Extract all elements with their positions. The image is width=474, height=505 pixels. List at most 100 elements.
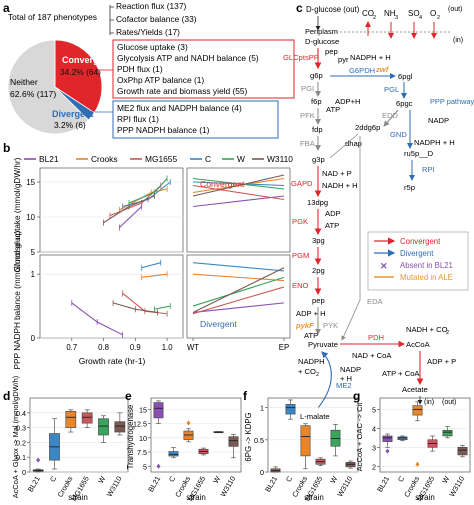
out-label-bottom: (out) bbox=[442, 399, 456, 406]
panel-d: d AcCoA + Glyox -> Mal (mmol/gDW/h) stra… bbox=[3, 376, 129, 503]
neither-label: Neither bbox=[10, 77, 38, 87]
svg-text:CO: CO bbox=[362, 9, 374, 18]
x-tick-label-w: W bbox=[440, 474, 451, 485]
glucose-out: D-glucose (out) bbox=[306, 5, 360, 14]
panel-label-g: g bbox=[353, 389, 360, 403]
lmalate: L-malate bbox=[300, 412, 330, 421]
sixpgc: 6pgc bbox=[396, 99, 413, 108]
panel-g-ylabel: AcCoA + OAC -> Cit bbox=[355, 402, 364, 472]
series-line-crooks bbox=[192, 273, 285, 282]
y-tick-label: 15 bbox=[139, 405, 147, 414]
me2-label: ME2 bbox=[336, 381, 352, 390]
y-tick-label: 0.3 bbox=[16, 424, 26, 433]
panel-c-legend-box bbox=[367, 231, 469, 291]
outlier-bl21 bbox=[385, 448, 390, 454]
box-bl21 bbox=[382, 435, 393, 442]
panel-f-xlabel: strain bbox=[304, 493, 324, 502]
dhap: dhap bbox=[345, 139, 362, 148]
outlier-crooks bbox=[415, 461, 420, 467]
panel-d-xlabel: strain bbox=[68, 493, 88, 502]
x-tick-label-w3110: W3110 bbox=[447, 475, 466, 499]
panel-e-xlabel: strain bbox=[186, 493, 206, 502]
atp-coa: ATP + CoA bbox=[382, 369, 420, 378]
x-tick-label-w: W bbox=[96, 474, 107, 485]
box-w3110 bbox=[457, 447, 468, 456]
series-line-bl21 bbox=[192, 195, 285, 208]
sixpgl: 6pgl bbox=[398, 72, 413, 81]
series-line-mg1655 bbox=[192, 184, 285, 201]
gas-so4: SO 4 bbox=[408, 9, 422, 21]
panel-b-xlabel: Growth rate (hr-1) bbox=[79, 356, 146, 366]
panel-b-ylabel-bottom: PPP NADPH balance (mmol/mol gluc) bbox=[13, 230, 22, 369]
y-tick-label: 0 bbox=[31, 334, 36, 343]
pie-chart bbox=[7, 39, 103, 135]
plot-bottom-right-frame bbox=[186, 254, 291, 339]
pyr: pyr bbox=[338, 55, 349, 64]
gas-nh3: NH 3 bbox=[384, 9, 398, 21]
svg-text:NADH + CO: NADH + CO bbox=[406, 325, 448, 334]
pgm-label: PGM bbox=[292, 251, 309, 260]
divergent-item-2: RPI flux (1) bbox=[117, 114, 159, 124]
legend-convergent: Convergent bbox=[400, 237, 441, 246]
nadh-hplus-1: NADH + H bbox=[322, 181, 358, 190]
glcptspp-label: GLCptsPP bbox=[283, 53, 319, 62]
pie-slice-neither bbox=[7, 39, 90, 135]
series-line-crooks bbox=[141, 273, 168, 278]
series-line-c bbox=[141, 262, 161, 269]
box-w3110 bbox=[114, 421, 126, 433]
series-line-bl21 bbox=[71, 302, 123, 336]
adp-hplus-1: ADP+H bbox=[335, 97, 361, 106]
nadph-left: NADPH bbox=[298, 357, 325, 366]
convergent-label: Convergent bbox=[62, 55, 112, 65]
x-tick-label-bl21: BL21 bbox=[263, 475, 279, 494]
legend-divergent: Divergent bbox=[400, 249, 434, 258]
nadp-plus-1: NADP bbox=[428, 116, 449, 125]
svg-text:2: 2 bbox=[316, 372, 319, 378]
panel-c: c D-glucose (out) (out) Periplasm (in) C… bbox=[283, 1, 474, 421]
box-crooks bbox=[65, 411, 77, 428]
box-c bbox=[397, 436, 408, 441]
acetate: Acetate bbox=[402, 385, 428, 394]
gnd-label: GND bbox=[390, 130, 407, 139]
y-tick-label: 10 bbox=[139, 434, 147, 443]
x-tick-label-c: C bbox=[396, 475, 406, 484]
legend-label-mg1655: MG1655 bbox=[145, 154, 177, 164]
panel-b-gridlines bbox=[40, 181, 183, 339]
y-tick-label: 1 bbox=[31, 270, 35, 279]
box-w bbox=[442, 429, 453, 437]
rpi-label: RPI bbox=[422, 165, 435, 174]
panel-b-ylabel-top: Glucose uptake (mmol/gDW/hr) bbox=[13, 157, 22, 272]
eno-label: ENO bbox=[292, 281, 309, 290]
nadph-hplus-top: NADPH + H bbox=[350, 53, 391, 62]
panel-e-ylabel: Transhydrogenase bbox=[126, 405, 135, 470]
nad-pi: NAD + P bbox=[322, 169, 352, 178]
x-tick-label: 1.0 bbox=[162, 343, 174, 352]
x-tick-label-c: C bbox=[284, 475, 294, 484]
series-line-bl21 bbox=[119, 206, 143, 228]
plot-frame bbox=[379, 397, 471, 473]
convergent-item-1: Glucose uptake (3) bbox=[117, 42, 188, 52]
category-cofactor-balance: Cofactor balance (33) bbox=[116, 14, 197, 24]
panel-b: b BL21 Crooks MG1655 C W W3110 Glucose uptake… bbox=[3, 141, 293, 369]
panel-label-d: d bbox=[3, 389, 10, 403]
twopg: 2pg bbox=[312, 266, 325, 275]
convergent-pct: 34.2% (64) bbox=[60, 67, 101, 77]
divergent-tag: Divergent bbox=[200, 319, 237, 329]
eda-line bbox=[329, 133, 359, 159]
plot-top-right-frame bbox=[186, 167, 291, 253]
x-tick-label-w3110: W3110 bbox=[335, 475, 354, 499]
pdh-label: PDH bbox=[368, 333, 384, 342]
y-tick-label: 3 bbox=[372, 443, 376, 452]
svg-text:2: 2 bbox=[437, 15, 440, 21]
y-tick-label: 10 bbox=[26, 213, 35, 222]
legend-label-crooks: Crooks bbox=[91, 154, 118, 164]
outlier-bl21 bbox=[36, 457, 41, 463]
g6pdh-label: G6PDH bbox=[349, 66, 375, 75]
category-rates-yields: Rates/Yields (17) bbox=[116, 27, 180, 37]
panel-label-f: f bbox=[243, 389, 248, 403]
eda-label: EDA bbox=[367, 297, 384, 306]
